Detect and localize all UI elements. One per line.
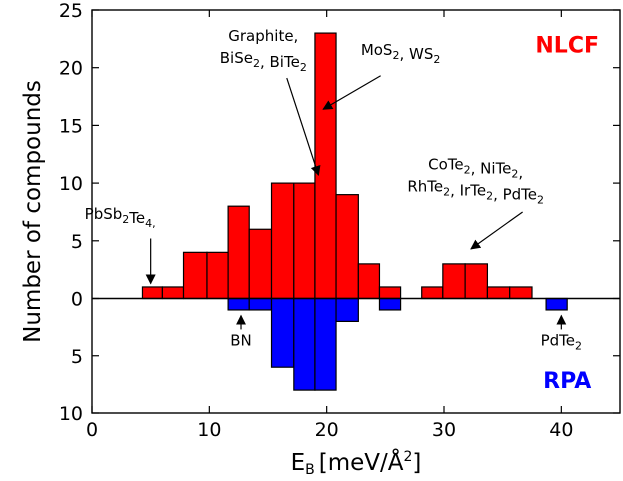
rpa-bar (335, 297, 359, 322)
annotation-text-segment: 4, (145, 217, 156, 230)
annotation-text-segment: 2 (511, 167, 518, 180)
annotation-text-segment: , WS (399, 45, 433, 63)
nlcf-bar (378, 286, 402, 300)
rpa-bar (270, 297, 295, 368)
nlcf-bar (357, 263, 381, 300)
x-tick-label: 0 (86, 419, 98, 441)
y-tick-label: 5 (71, 346, 83, 368)
y-tick-label: 0 (71, 289, 83, 311)
annotation-text-segment: CoTe (428, 155, 464, 173)
annotation-arrow-cote2 (470, 211, 523, 250)
rpa-bar (248, 297, 273, 311)
annotation-graphite: BiSe2, BiTe2 (220, 49, 307, 74)
annotation-arrow-mos2 (322, 75, 381, 110)
annotation-text-segment: PdTe (541, 331, 575, 349)
annotation-arrow-graphite (286, 77, 321, 176)
bars-layer (141, 32, 568, 391)
rpa-bar (545, 297, 568, 311)
rpa-bar (378, 297, 402, 311)
annotation-text-segment: 2 (300, 61, 307, 74)
x-tick-label: 40 (549, 419, 573, 441)
annotation-text-segment: , BiTe (260, 53, 300, 71)
y-tick-label: 20 (59, 58, 83, 80)
annotation-text-segment: , (518, 163, 523, 181)
nlcf-bar (206, 251, 229, 300)
nlcf-bar (421, 286, 444, 300)
nlcf-bar (509, 286, 533, 300)
annotation-text-segment: Te (128, 209, 145, 227)
y-tick-label: 10 (59, 403, 83, 425)
y-tick-label: 5 (71, 231, 83, 253)
annotation-text-segment: 2 (433, 53, 440, 66)
nlcf-bar (248, 228, 273, 300)
rpa-bar (227, 297, 250, 311)
x-axis-label-subscript: B (305, 462, 315, 478)
rpa-bar (293, 297, 316, 391)
annotation-cote2: CoTe2, NiTe2, (428, 155, 523, 181)
annotation-text-segment: BiSe (220, 49, 253, 67)
nlcf-bar (335, 194, 359, 300)
annotation-text-segment: , IrTe (450, 181, 486, 199)
x-axis-label-unit: [meV/Å (319, 448, 404, 476)
annotation-text-segment: 2 (443, 185, 450, 198)
annotation-text-segment: 2 (392, 49, 399, 62)
nlcf-bar (442, 263, 466, 300)
annotation-pbsb2te4: PbSb2Te4, (85, 205, 156, 230)
annotation-bn: BN (230, 331, 252, 349)
annotation-text-segment: RhTe (407, 177, 443, 195)
x-axis-label-main: E (291, 450, 306, 476)
annotation-pdte2: PdTe2 (541, 331, 582, 352)
annotation-text-segment: 2 (537, 193, 544, 206)
annotation-text-segment: MoS (361, 41, 393, 59)
annotation-text-segment: 2 (486, 189, 493, 202)
nlcf-bar (314, 32, 337, 300)
x-axis-label-close: ] (412, 450, 421, 476)
nlcf-bar (270, 182, 295, 300)
series-label-nlcf: NLCF (535, 34, 599, 59)
x-axis-label-superscript: 2 (404, 449, 413, 465)
x-axis-label: EB [meV/Å2] (291, 448, 422, 478)
nlcf-bar (227, 205, 250, 300)
annotation-text-segment: , PdTe (493, 185, 537, 203)
annotation-text-segment: PbSb (85, 205, 123, 223)
y-tick-label: 25 (59, 0, 83, 22)
x-tick-label: 30 (432, 419, 456, 441)
rpa-bar (314, 297, 337, 391)
y-tick-label: 10 (59, 173, 83, 195)
annotation-text-segment: Graphite, (228, 27, 298, 45)
annotation-graphite: Graphite, (228, 27, 298, 45)
nlcf-bar (464, 263, 489, 300)
annotation-text-segment: 2 (253, 57, 260, 70)
nlcf-bar (293, 182, 316, 300)
nlcf-bar (486, 286, 511, 300)
y-axis-label: Number of compounds (20, 80, 46, 343)
plot-frame (91, 9, 621, 414)
series-label-rpa: RPA (543, 369, 591, 394)
annotation-text-segment: BN (230, 331, 252, 349)
nlcf-bar (141, 286, 164, 300)
annotation-cote2: RhTe2, IrTe2, PdTe2 (407, 177, 544, 206)
annotation-text-segment: , NiTe (471, 159, 512, 177)
nlcf-bar (161, 286, 185, 300)
annotation-text-segment: 2 (575, 339, 582, 352)
x-tick-label: 20 (315, 419, 339, 441)
nlcf-bar (182, 251, 208, 300)
annotation-text-segment: 2 (464, 163, 471, 176)
y-tick-label: 15 (59, 115, 83, 137)
annotation-text-segment: 2 (122, 213, 129, 226)
annotation-mos2: MoS2, WS2 (361, 41, 441, 66)
x-tick-label: 10 (197, 419, 221, 441)
